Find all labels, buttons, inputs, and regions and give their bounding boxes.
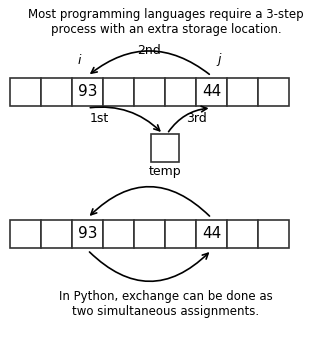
Bar	[196, 78, 227, 106]
Bar	[103, 78, 134, 106]
Bar	[258, 220, 289, 248]
Bar	[134, 78, 165, 106]
Bar	[165, 220, 196, 248]
Text: temp: temp	[149, 166, 181, 179]
Text: i: i	[78, 54, 81, 66]
Bar	[151, 134, 179, 162]
Text: 93: 93	[78, 85, 97, 100]
Bar	[258, 78, 289, 106]
Text: j: j	[218, 54, 221, 66]
Bar	[103, 220, 134, 248]
Bar	[72, 220, 103, 248]
Text: 2nd: 2nd	[138, 44, 161, 56]
Text: Most programming languages require a 3-step
process with an extra storage locati: Most programming languages require a 3-s…	[28, 8, 304, 36]
Bar	[41, 78, 72, 106]
Bar	[10, 78, 41, 106]
Bar	[227, 220, 258, 248]
Bar	[165, 78, 196, 106]
Text: 44: 44	[202, 85, 221, 100]
Bar	[41, 220, 72, 248]
Text: 93: 93	[78, 227, 97, 242]
Bar	[227, 78, 258, 106]
Text: 3rd: 3rd	[187, 111, 207, 125]
Bar	[72, 78, 103, 106]
Text: 1st: 1st	[90, 111, 109, 125]
Bar	[196, 220, 227, 248]
Text: In Python, exchange can be done as
two simultaneous assignments.: In Python, exchange can be done as two s…	[59, 290, 273, 318]
Bar	[134, 220, 165, 248]
Bar	[10, 220, 41, 248]
Text: 44: 44	[202, 227, 221, 242]
